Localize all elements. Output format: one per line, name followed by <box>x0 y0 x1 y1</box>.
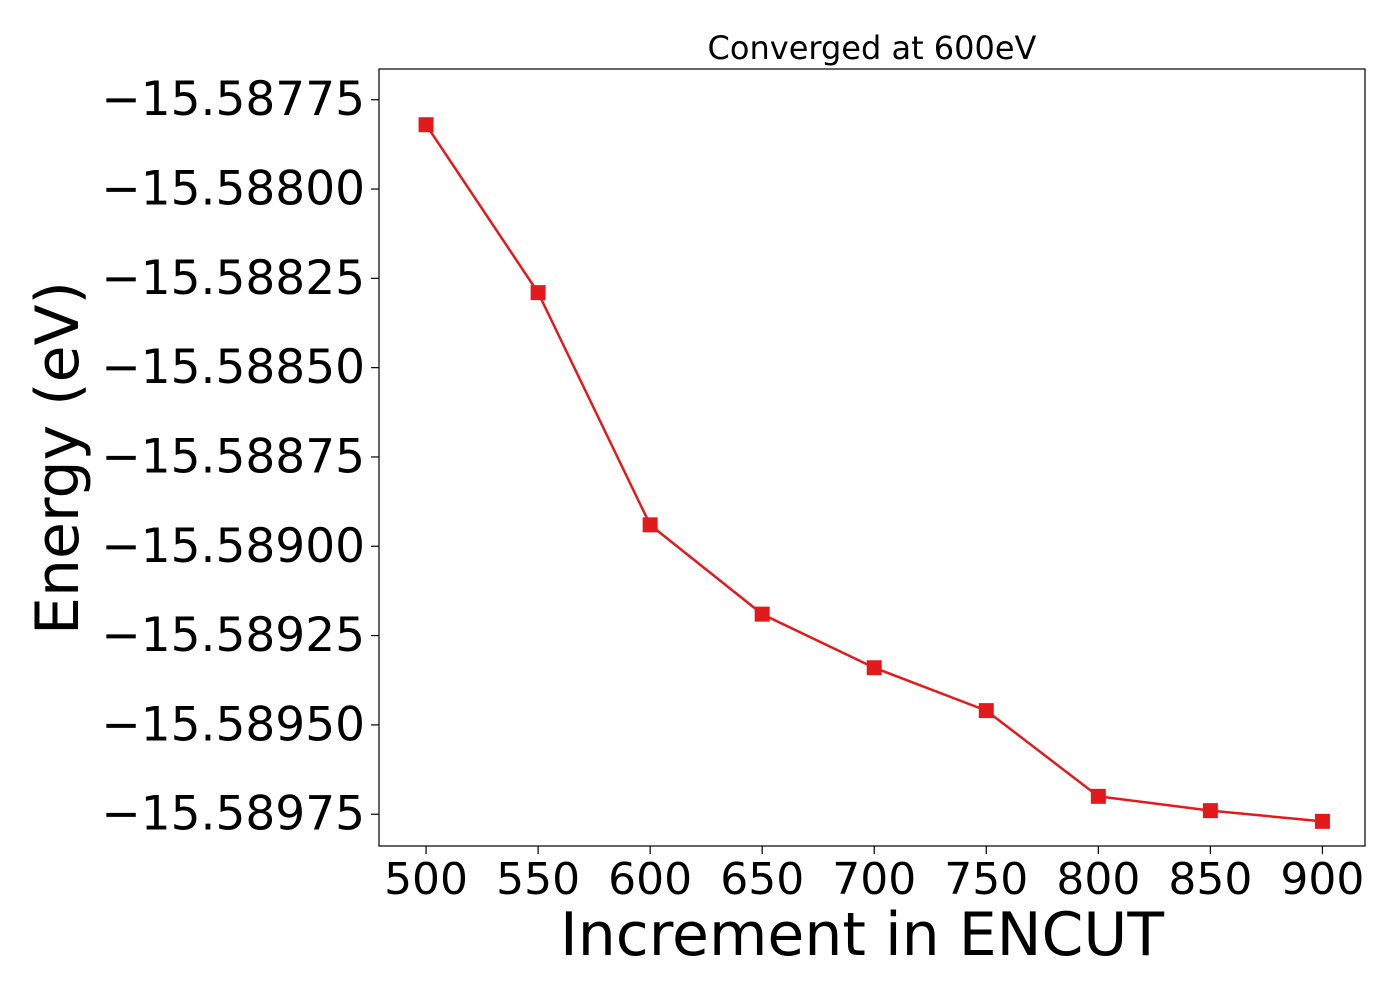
chart-title: Converged at 600eV <box>708 29 1037 67</box>
data-point-marker <box>1090 788 1106 804</box>
x-tick-label: 600 <box>608 854 692 905</box>
x-tick-label: 550 <box>496 854 580 905</box>
x-tick-label: 500 <box>384 854 468 905</box>
data-point-marker <box>1202 803 1218 819</box>
data-point-marker <box>1314 813 1330 829</box>
x-tick-label: 750 <box>944 854 1028 905</box>
y-tick-label: −15.58900 <box>101 519 365 574</box>
data-point-marker <box>418 117 434 133</box>
data-point-marker <box>642 517 658 533</box>
data-point-marker <box>866 660 882 676</box>
y-tick-label: −15.58875 <box>101 429 365 484</box>
y-axis-ticks: −15.58775 −15.58800 −15.58825 −15.58850 −15.… <box>101 72 379 842</box>
y-axis-label: Energy (eV) <box>23 281 93 635</box>
data-point-marker <box>530 285 546 301</box>
x-tick-label: 900 <box>1280 854 1364 905</box>
data-point-marker <box>754 606 770 622</box>
y-tick-label: −15.58825 <box>101 251 365 306</box>
y-tick-label: −15.58800 <box>101 162 365 217</box>
data-point-marker <box>978 703 994 719</box>
x-axis-label: Increment in ENCUT <box>560 900 1164 970</box>
y-tick-label: −15.58975 <box>101 787 365 842</box>
y-tick-label: −15.58950 <box>101 697 365 752</box>
x-tick-label: 850 <box>1168 854 1252 905</box>
y-tick-label: −15.58925 <box>101 608 365 663</box>
y-tick-label: −15.58850 <box>101 340 365 395</box>
x-axis-ticks: 500 550 600 650 700 750 800 850 900 <box>384 846 1364 905</box>
x-tick-label: 800 <box>1056 854 1140 905</box>
y-tick-label: −15.58775 <box>101 72 365 127</box>
x-tick-label: 650 <box>720 854 804 905</box>
series-markers <box>418 117 1330 829</box>
x-tick-label: 700 <box>832 854 916 905</box>
